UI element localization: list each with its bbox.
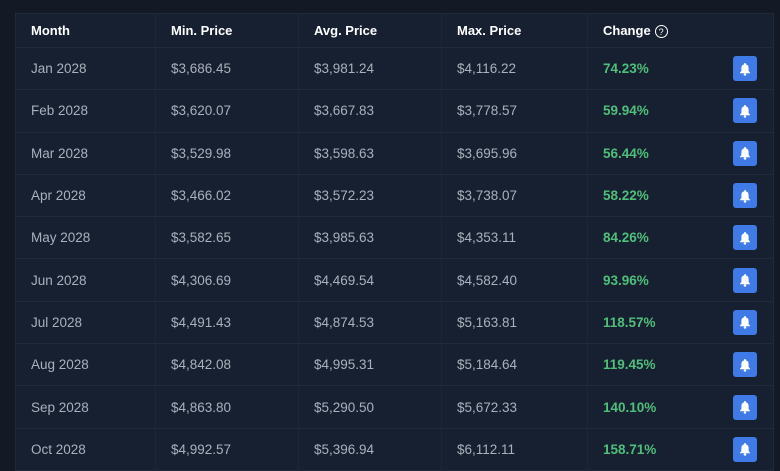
change-value: 93.96% xyxy=(603,272,649,288)
change-value: 140.10% xyxy=(603,399,657,415)
avg-price-cell: $4,995.31 xyxy=(299,344,442,386)
max-price-cell: $5,184.64 xyxy=(442,344,588,386)
max-price-cell: $6,112.11 xyxy=(442,428,588,470)
change-cell: 58.22% xyxy=(588,175,773,216)
table-row: Mar 2028 $3,529.98 $3,598.63 $3,695.96 5… xyxy=(16,131,773,174)
header-avg-price: Avg. Price xyxy=(299,14,442,47)
month-cell: Sep 2028 xyxy=(16,386,156,428)
bell-icon xyxy=(739,62,751,76)
header-min-price: Min. Price xyxy=(156,14,299,47)
price-alert-button[interactable] xyxy=(733,436,757,462)
change-cell: 84.26% xyxy=(588,217,773,258)
month-cell: Jan 2028 xyxy=(16,48,156,90)
change-cell: 74.23% xyxy=(588,48,773,89)
max-price-cell: $3,778.57 xyxy=(442,90,588,132)
price-alert-button[interactable] xyxy=(733,352,757,378)
min-price-cell: $3,686.45 xyxy=(156,48,299,90)
change-value: 84.26% xyxy=(603,230,649,246)
max-price-cell: $4,582.40 xyxy=(442,259,588,301)
min-price-cell: $3,466.02 xyxy=(156,174,299,217)
max-price-cell: $3,738.07 xyxy=(442,174,588,217)
price-alert-button[interactable] xyxy=(733,267,757,293)
min-price-cell: $3,529.98 xyxy=(156,132,299,174)
price-alert-button[interactable] xyxy=(733,56,757,82)
table-row: Oct 2028 $4,992.57 $5,396.94 $6,112.11 1… xyxy=(16,427,773,470)
bell-icon xyxy=(739,231,751,245)
min-price-cell: $3,620.07 xyxy=(156,90,299,132)
header-change-label: Change xyxy=(603,22,651,38)
avg-price-cell: $3,667.83 xyxy=(299,90,442,132)
change-cell: 158.71% xyxy=(588,429,773,470)
change-value: 118.57% xyxy=(603,314,656,330)
bell-icon xyxy=(739,189,751,203)
change-value: 59.94% xyxy=(603,103,649,119)
price-alert-button[interactable] xyxy=(733,394,757,420)
change-cell: 140.10% xyxy=(588,386,773,427)
table-row: Feb 2028 $3,620.07 $3,667.83 $3,778.57 5… xyxy=(16,89,773,132)
month-cell: Mar 2028 xyxy=(16,132,156,174)
avg-price-cell: $3,598.63 xyxy=(299,132,442,174)
max-price-cell: $4,353.11 xyxy=(442,217,588,259)
bell-icon xyxy=(739,400,751,414)
change-cell: 93.96% xyxy=(588,259,773,300)
max-price-cell: $5,672.33 xyxy=(442,386,588,428)
table-row: Sep 2028 $4,863.80 $5,290.50 $5,672.33 1… xyxy=(16,385,773,428)
change-value: 119.45% xyxy=(603,357,656,373)
avg-price-cell: $4,469.54 xyxy=(299,259,442,301)
max-price-cell: $4,116.22 xyxy=(442,48,588,90)
avg-price-cell: $5,290.50 xyxy=(299,386,442,428)
max-price-cell: $3,695.96 xyxy=(442,132,588,174)
bell-icon xyxy=(739,315,751,330)
change-cell: 56.44% xyxy=(588,133,773,174)
table-row: Jul 2028 $4,491.43 $4,874.53 $5,163.81 1… xyxy=(16,300,773,344)
min-price-cell: $4,842.08 xyxy=(156,344,299,386)
price-alert-button[interactable] xyxy=(733,225,757,251)
price-alert-button[interactable] xyxy=(733,183,757,209)
table-header: Month Min. Price Avg. Price Max. Price C… xyxy=(16,14,773,47)
month-cell: Jun 2028 xyxy=(16,259,156,301)
price-table: Month Min. Price Avg. Price Max. Price C… xyxy=(15,13,774,471)
month-cell: Oct 2028 xyxy=(16,428,156,470)
change-value: 158.71% xyxy=(603,441,657,457)
min-price-cell: $4,863.80 xyxy=(156,386,299,428)
bell-icon xyxy=(739,273,751,287)
header-change: Change? xyxy=(588,14,773,47)
avg-price-cell: $3,985.63 xyxy=(299,217,442,259)
avg-price-cell: $3,981.24 xyxy=(299,48,442,90)
bell-icon xyxy=(739,104,751,118)
price-alert-button[interactable] xyxy=(733,140,757,166)
change-value: 58.22% xyxy=(603,188,649,204)
change-cell: 119.45% xyxy=(588,344,773,385)
table-row: Apr 2028 $3,466.02 $3,572.23 $3,738.07 5… xyxy=(16,173,773,217)
table-row: Jan 2028 $3,686.45 $3,981.24 $4,116.22 7… xyxy=(16,47,773,90)
change-value: 74.23% xyxy=(603,61,649,77)
month-cell: Apr 2028 xyxy=(16,174,156,217)
header-max-price: Max. Price xyxy=(442,14,588,47)
min-price-cell: $3,582.65 xyxy=(156,217,299,259)
min-price-cell: $4,306.69 xyxy=(156,259,299,301)
bell-icon xyxy=(739,146,751,160)
change-value: 56.44% xyxy=(603,145,649,161)
avg-price-cell: $4,874.53 xyxy=(299,301,442,344)
avg-price-cell: $5,396.94 xyxy=(299,428,442,470)
change-cell: 59.94% xyxy=(588,90,773,131)
month-cell: Feb 2028 xyxy=(16,90,156,132)
bell-icon xyxy=(739,442,751,457)
price-alert-button[interactable] xyxy=(733,98,757,124)
change-cell: 118.57% xyxy=(588,302,773,343)
max-price-cell: $5,163.81 xyxy=(442,301,588,344)
table-row: Aug 2028 $4,842.08 $4,995.31 $5,184.64 1… xyxy=(16,343,773,386)
help-icon[interactable]: ? xyxy=(654,25,668,39)
month-cell: Aug 2028 xyxy=(16,344,156,386)
month-cell: May 2028 xyxy=(16,217,156,259)
table-row: Jun 2028 $4,306.69 $4,469.54 $4,582.40 9… xyxy=(16,258,773,301)
bell-icon xyxy=(739,358,751,372)
header-month: Month xyxy=(16,14,156,47)
price-alert-button[interactable] xyxy=(733,309,757,335)
avg-price-cell: $3,572.23 xyxy=(299,174,442,217)
min-price-cell: $4,491.43 xyxy=(156,301,299,344)
month-cell: Jul 2028 xyxy=(16,301,156,344)
table-row: May 2028 $3,582.65 $3,985.63 $4,353.11 8… xyxy=(16,216,773,259)
min-price-cell: $4,992.57 xyxy=(156,428,299,470)
